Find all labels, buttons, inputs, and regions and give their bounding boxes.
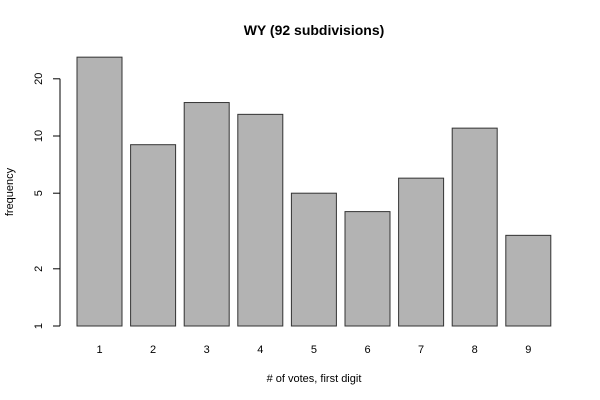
bar-9 [505, 234, 552, 327]
y-tick-label: 10 [33, 130, 45, 142]
y-tick-label: 5 [33, 190, 45, 196]
bar-6 [344, 211, 391, 327]
x-tick-label: 6 [364, 344, 370, 356]
bar-1 [76, 56, 123, 327]
y-tick-label: 20 [33, 73, 45, 85]
x-tick-labels: 1 2 3 4 5 6 7 8 9 [96, 344, 531, 356]
x-tick-label: 3 [204, 344, 210, 356]
x-tick-label: 8 [472, 344, 478, 356]
chart-title: WY (92 subdivisions) [244, 22, 385, 38]
bar-4 [237, 113, 284, 327]
bar-7 [398, 177, 445, 327]
x-tick-label: 5 [311, 344, 317, 356]
bar-8 [451, 127, 498, 327]
bars [76, 56, 552, 327]
bar-2 [130, 144, 177, 327]
x-tick-label: 1 [96, 344, 102, 356]
x-axis-label: # of votes, first digit [267, 373, 362, 385]
x-tick-label: 2 [150, 344, 156, 356]
y-tick-label: 1 [33, 323, 45, 329]
bar-5 [290, 192, 337, 327]
y-tick-label: 2 [33, 266, 45, 272]
x-tick-label: 4 [257, 344, 263, 356]
x-tick-label: 9 [525, 344, 531, 356]
y-axis-label: frequency [4, 167, 16, 216]
y-axis: 1 2 5 10 20 [33, 73, 61, 329]
bar-3 [183, 102, 230, 327]
x-tick-label: 7 [418, 344, 424, 356]
